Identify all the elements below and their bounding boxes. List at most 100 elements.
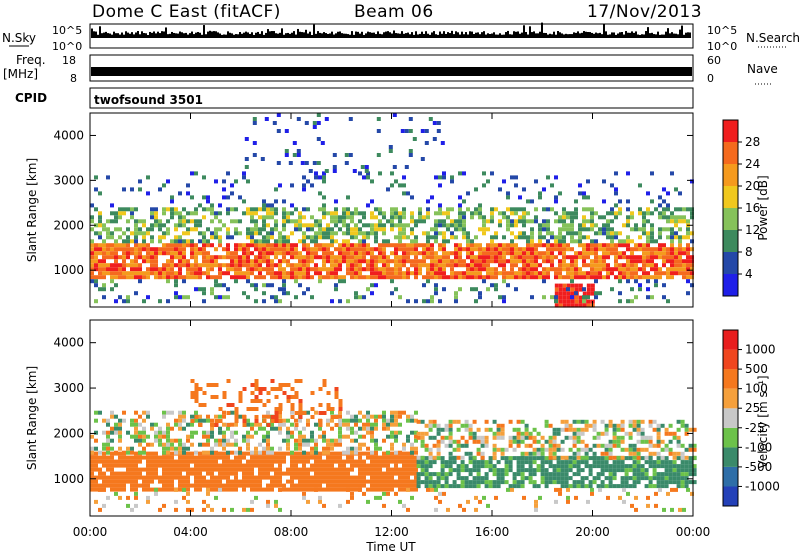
heatmap-cell — [314, 171, 318, 176]
heatmap-cell — [618, 243, 622, 248]
heatmap-cell — [406, 483, 410, 488]
heatmap-cell — [198, 267, 202, 272]
heatmap-cell — [284, 153, 289, 157]
heatmap-cell — [686, 263, 690, 268]
nsky-bar — [357, 31, 359, 38]
heatmap-cell — [250, 207, 254, 212]
heatmap-cell — [378, 255, 382, 260]
heatmap-cell — [394, 267, 398, 272]
heatmap-cell — [510, 251, 514, 256]
heatmap-cell — [370, 479, 374, 484]
heatmap-cell — [530, 251, 534, 256]
heatmap-cell — [574, 275, 578, 280]
heatmap-cell — [578, 227, 582, 232]
heatmap-cell — [126, 446, 130, 451]
heatmap-cell — [194, 267, 198, 272]
heatmap-cell — [178, 459, 182, 464]
heatmap-cell — [106, 271, 110, 276]
heatmap-cell — [386, 187, 390, 192]
heatmap-cell — [98, 251, 102, 256]
heatmap-cell — [242, 243, 246, 248]
heatmap-cell — [646, 235, 650, 240]
heatmap-cell — [230, 467, 234, 472]
heatmap-cell — [412, 137, 417, 141]
heatmap-cell — [202, 479, 206, 484]
heatmap-cell — [142, 247, 146, 252]
heatmap-cell — [420, 439, 425, 444]
heatmap-cell — [620, 460, 625, 465]
heatmap-cell — [630, 267, 634, 272]
heatmap-cell — [314, 450, 318, 455]
heatmap-cell — [298, 255, 302, 260]
heatmap-cell — [354, 450, 358, 455]
heatmap-cell — [194, 459, 198, 464]
heatmap-cell — [338, 451, 342, 456]
heatmap-cell — [602, 263, 606, 268]
heatmap-cell — [566, 231, 570, 236]
heatmap-cell — [570, 227, 574, 232]
heatmap-cell — [548, 455, 553, 460]
heatmap-cell — [206, 275, 210, 280]
heatmap-cell — [234, 279, 238, 284]
heatmap-cell — [146, 243, 150, 248]
heatmap-cell — [358, 243, 362, 248]
heatmap-cell — [426, 267, 430, 272]
heatmap-cell — [574, 303, 579, 308]
heatmap-cell — [266, 499, 270, 504]
x-tick-label: 20:00 — [575, 525, 610, 539]
heatmap-cell — [424, 443, 429, 448]
heatmap-cell — [274, 219, 278, 224]
heatmap-cell — [428, 464, 433, 469]
heatmap-cell — [394, 491, 398, 496]
nsky-bar — [441, 33, 443, 38]
heatmap-cell — [94, 187, 98, 192]
heatmap-cell — [370, 231, 374, 236]
heatmap-cell — [190, 243, 194, 248]
heatmap-cell — [106, 455, 110, 460]
heatmap-cell — [436, 427, 441, 432]
heatmap-cell — [326, 463, 330, 468]
heatmap-cell — [666, 191, 670, 196]
heatmap-cell — [646, 239, 650, 244]
heatmap-cell — [218, 219, 222, 224]
heatmap-cell — [354, 235, 358, 240]
heatmap-cell — [586, 283, 591, 288]
heatmap-cell — [302, 434, 306, 439]
heatmap-cell — [288, 161, 293, 165]
heatmap-cell — [428, 484, 433, 489]
nsky-bar — [605, 31, 607, 38]
heatmap-cell — [282, 391, 287, 395]
heatmap-cell — [122, 471, 126, 476]
heatmap-cell — [254, 231, 258, 236]
heatmap-cell — [410, 495, 414, 500]
heatmap-cell — [398, 295, 402, 300]
heatmap-cell — [354, 479, 358, 484]
heatmap-cell — [532, 447, 537, 452]
heatmap-cell — [210, 383, 215, 387]
heatmap-cell — [652, 468, 657, 473]
heatmap-cell — [414, 463, 418, 468]
heatmap-cell — [290, 387, 295, 391]
heatmap-cell — [588, 464, 593, 469]
heatmap-cell — [318, 426, 322, 431]
heatmap-cell — [350, 495, 354, 500]
heatmap-cell — [564, 476, 569, 481]
heatmap-cell — [122, 187, 126, 192]
heatmap-cell — [428, 476, 433, 481]
heatmap-cell — [468, 484, 473, 489]
heatmap-cell — [370, 251, 374, 256]
heatmap-cell — [438, 259, 442, 264]
heatmap-cell — [578, 271, 582, 276]
heatmap-cell — [546, 227, 550, 232]
heatmap-cell — [542, 267, 546, 272]
heatmap-cell — [266, 414, 270, 419]
heatmap-cell — [610, 231, 614, 236]
nsky-bar — [399, 33, 401, 38]
heatmap-cell — [410, 211, 414, 216]
nsky-bar — [113, 31, 115, 38]
colorbar-tick-label: 16 — [745, 201, 760, 215]
heatmap-cell — [660, 455, 665, 460]
heatmap-cell — [214, 231, 218, 236]
heatmap-cell — [686, 227, 690, 232]
heatmap-cell — [210, 450, 214, 455]
